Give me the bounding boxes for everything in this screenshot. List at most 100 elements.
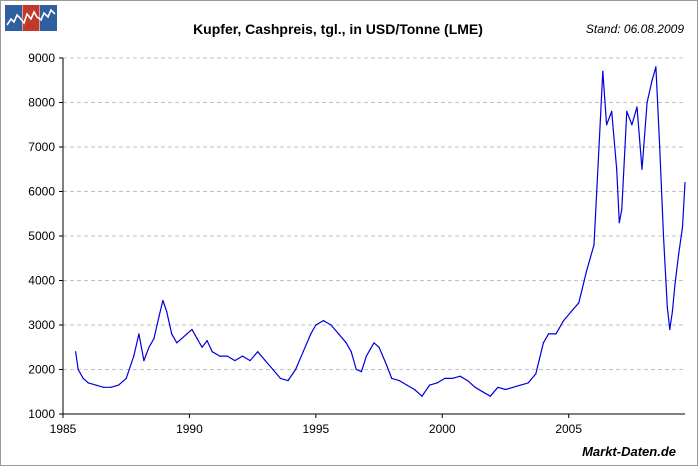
data-point — [77, 368, 79, 371]
data-point — [287, 380, 289, 382]
x-tick-label: 2000 — [429, 422, 456, 436]
data-point — [373, 342, 375, 344]
y-tick-label: 8000 — [28, 96, 55, 110]
data-point — [578, 302, 580, 304]
data-point — [421, 395, 423, 397]
data-point — [651, 79, 653, 81]
markt-daten-logo-icon — [5, 5, 57, 31]
x-tick-label: 1995 — [302, 422, 329, 436]
data-point — [153, 337, 155, 339]
data-point — [444, 377, 446, 379]
data-point — [406, 384, 408, 386]
data-point — [338, 333, 340, 335]
data-point — [360, 371, 362, 373]
data-point — [527, 382, 529, 384]
data-point — [138, 333, 140, 335]
data-point — [272, 368, 274, 371]
data-point — [201, 346, 203, 348]
y-tick-label: 2000 — [28, 363, 55, 377]
data-point — [219, 355, 221, 357]
data-point — [459, 375, 461, 377]
data-point — [497, 386, 499, 388]
data-point — [482, 391, 484, 393]
y-tick-label: 7000 — [28, 140, 55, 154]
data-point — [110, 386, 112, 388]
data-point — [206, 339, 208, 342]
data-point — [681, 226, 684, 228]
data-point — [618, 222, 620, 224]
data-point — [322, 319, 325, 322]
date-stamp: Stand: 06.08.2009 — [585, 22, 684, 36]
data-point — [118, 384, 120, 386]
data-point — [75, 351, 77, 353]
data-point — [391, 377, 393, 379]
data-point — [636, 106, 638, 108]
data-point — [585, 271, 587, 273]
y-tick-label: 6000 — [28, 185, 55, 199]
data-point — [315, 324, 317, 326]
data-point — [678, 253, 680, 255]
data-point — [542, 342, 545, 344]
data-point — [631, 124, 633, 126]
data-point — [646, 101, 648, 104]
data-point — [87, 382, 89, 384]
data-point — [504, 388, 507, 391]
data-point — [684, 182, 686, 184]
data-point — [671, 311, 673, 313]
y-tick-label: 1000 — [28, 407, 55, 421]
data-point — [257, 351, 259, 353]
data-point — [226, 355, 228, 357]
data-point — [365, 355, 368, 357]
brand-label: Markt-Daten.de — [582, 444, 676, 459]
data-point — [602, 70, 604, 72]
data-point — [616, 168, 618, 170]
data-point — [171, 333, 173, 335]
data-point — [345, 342, 347, 344]
data-point — [125, 377, 127, 379]
series-line-0 — [75, 66, 686, 397]
data-point — [598, 146, 600, 148]
data-point — [429, 384, 431, 386]
data-point — [148, 346, 150, 348]
y-tick-label: 3000 — [28, 318, 55, 332]
data-point — [162, 299, 164, 302]
data-point — [133, 355, 135, 357]
data-point — [386, 364, 388, 366]
data-point — [621, 208, 623, 210]
data-point — [330, 324, 332, 326]
data-point — [234, 360, 236, 362]
data-point — [211, 351, 213, 353]
data-point — [611, 110, 613, 112]
data-point — [606, 124, 608, 126]
y-tick-label: 4000 — [28, 274, 55, 288]
data-point — [547, 333, 550, 335]
x-tick-label: 1990 — [176, 422, 203, 436]
data-point — [378, 346, 380, 348]
axes — [59, 57, 685, 418]
data-point — [563, 319, 565, 322]
data-point — [158, 315, 160, 317]
data-point — [662, 235, 665, 237]
data-point — [241, 355, 244, 357]
data-point — [451, 377, 453, 379]
x-tick-label: 2005 — [555, 422, 582, 436]
y-tick-label: 9000 — [28, 51, 55, 65]
data-point — [355, 368, 357, 371]
data-point — [466, 380, 469, 382]
data-point — [166, 311, 168, 313]
data-point — [626, 110, 628, 112]
data-point — [398, 380, 400, 382]
data-point — [176, 342, 178, 344]
series-group — [75, 66, 686, 397]
data-point — [474, 386, 476, 388]
data-point — [181, 337, 183, 339]
data-point — [489, 395, 491, 397]
data-point — [655, 66, 657, 68]
data-point — [520, 384, 522, 386]
data-point — [535, 373, 537, 375]
data-point — [436, 382, 438, 384]
data-point — [249, 360, 251, 362]
data-point — [666, 306, 668, 308]
data-point — [302, 351, 304, 353]
